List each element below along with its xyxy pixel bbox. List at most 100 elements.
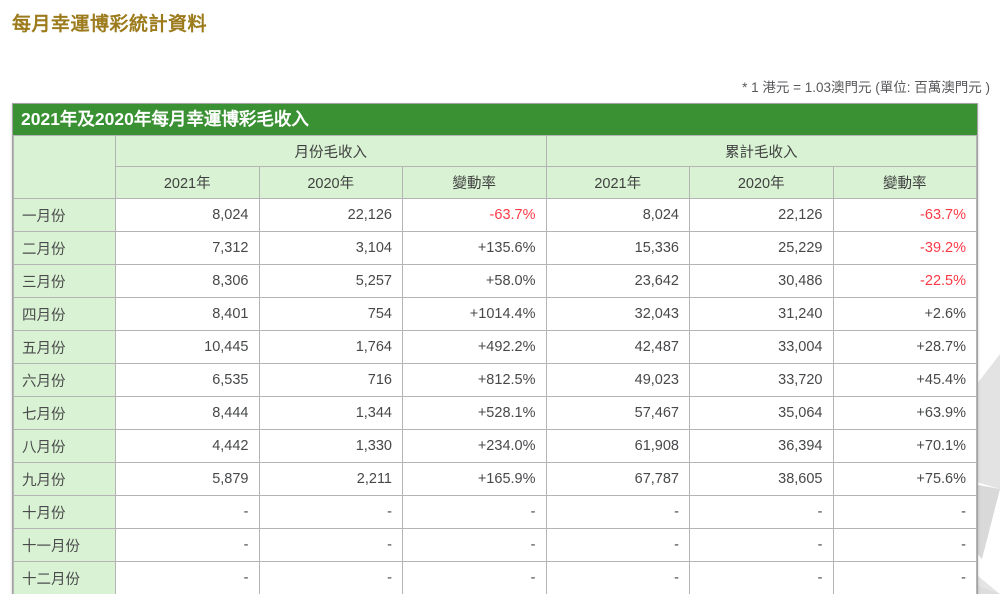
cumulative-change-value: - — [832, 495, 977, 529]
monthly-2020-value: - — [258, 561, 403, 594]
monthly-change-value: - — [402, 561, 547, 594]
table-row: 九月份 5,879 2,211 +165.9% 67,787 38,605 +75.6% — [13, 462, 977, 496]
monthly-2021-value: 10,445 — [115, 330, 260, 364]
table-row: 十二月份 - - - - - - — [13, 561, 977, 594]
month-label: 十月份 — [13, 495, 116, 529]
monthly-2020-value: - — [258, 528, 403, 562]
cumulative-change-value: -39.2% — [832, 231, 977, 265]
monthly-2021-value: 5,879 — [115, 462, 260, 496]
page-title: 每月幸運博彩統計資料 — [12, 14, 208, 35]
month-label: 八月份 — [13, 429, 116, 463]
cumulative-change-value: +28.7% — [832, 330, 977, 364]
exchange-rate-note: * 1 港元 = 1.03澳門元 (單位: 百萬澳門元 ) — [742, 80, 990, 95]
month-label: 六月份 — [13, 363, 116, 397]
month-label: 四月份 — [13, 297, 116, 331]
month-label: 十二月份 — [13, 561, 116, 594]
monthly-change-value: +135.6% — [402, 231, 547, 265]
cumulative-2020-value: 38,605 — [689, 462, 834, 496]
monthly-2021-value: 7,312 — [115, 231, 260, 265]
monthly-2020-value: 3,104 — [258, 231, 403, 265]
stats-table: 月份毛收入 累計毛收入 2021年 2020年 變動率 2021年 2020年 … — [13, 135, 977, 594]
monthly-change-value: +812.5% — [402, 363, 547, 397]
month-label: 十一月份 — [13, 528, 116, 562]
cumulative-2020-header: 2020年 — [689, 166, 834, 199]
cumulative-change-value: +63.9% — [832, 396, 977, 430]
cumulative-2021-value: 32,043 — [545, 297, 690, 331]
table-row: 一月份 8,024 22,126 -63.7% 8,024 22,126 -63.7% — [13, 198, 977, 232]
monthly-2020-value: 754 — [258, 297, 403, 331]
monthly-change-value: +1014.4% — [402, 297, 547, 331]
cumulative-2021-header: 2021年 — [545, 166, 690, 199]
cumulative-2021-value: 15,336 — [545, 231, 690, 265]
monthly-2020-value: 5,257 — [258, 264, 403, 298]
table-row: 十一月份 - - - - - - — [13, 528, 977, 562]
monthly-change-value: - — [402, 528, 547, 562]
monthly-change-value: +234.0% — [402, 429, 547, 463]
cumulative-change-value: +45.4% — [832, 363, 977, 397]
cumulative-change-value: -63.7% — [832, 198, 977, 232]
cumulative-2021-value: 23,642 — [545, 264, 690, 298]
table-row: 八月份 4,442 1,330 +234.0% 61,908 36,394 +70.1% — [13, 429, 977, 463]
month-label: 三月份 — [13, 264, 116, 298]
monthly-change-value: - — [402, 495, 547, 529]
cumulative-2020-value: - — [689, 495, 834, 529]
month-label: 五月份 — [13, 330, 116, 364]
cumulative-2020-value: 36,394 — [689, 429, 834, 463]
group-header-row: 月份毛收入 累計毛收入 — [13, 135, 977, 199]
cumulative-2020-value: 30,486 — [689, 264, 834, 298]
cumulative-change-value: +75.6% — [832, 462, 977, 496]
cumulative-2021-value: 42,487 — [545, 330, 690, 364]
monthly-2020-value: 1,330 — [258, 429, 403, 463]
monthly-2020-value: 716 — [258, 363, 403, 397]
monthly-2021-value: - — [115, 561, 260, 594]
monthly-2021-value: - — [115, 495, 260, 529]
monthly-2021-value: 8,401 — [115, 297, 260, 331]
cumulative-change-value: +70.1% — [832, 429, 977, 463]
month-label: 一月份 — [13, 198, 116, 232]
cumulative-2020-value: 35,064 — [689, 396, 834, 430]
cumulative-change-value: +2.6% — [832, 297, 977, 331]
monthly-2020-value: 22,126 — [258, 198, 403, 232]
group-header-monthly: 月份毛收入 — [115, 135, 547, 167]
stats-table-container: 2021年及2020年每月幸運博彩毛收入 月份毛收入 累計毛收入 2021年 2… — [12, 103, 978, 594]
cumulative-change-value: - — [832, 528, 977, 562]
cumulative-2020-value: 31,240 — [689, 297, 834, 331]
monthly-2021-value: 4,442 — [115, 429, 260, 463]
cumulative-2020-value: 22,126 — [689, 198, 834, 232]
table-row: 六月份 6,535 716 +812.5% 49,023 33,720 +45.4% — [13, 363, 977, 397]
sub-header-row: 2021年 2020年 變動率 2021年 2020年 變動率 — [14, 166, 977, 199]
cumulative-change-value: - — [832, 561, 977, 594]
table-body: 一月份 8,024 22,126 -63.7% 8,024 22,126 -63.7% 二月份… — [13, 198, 977, 594]
table-row: 二月份 7,312 3,104 +135.6% 15,336 25,229 -39.2% — [13, 231, 977, 265]
monthly-2020-value: 1,344 — [258, 396, 403, 430]
month-label: 七月份 — [13, 396, 116, 430]
cumulative-2020-value: 25,229 — [689, 231, 834, 265]
cumulative-2021-value: 49,023 — [545, 363, 690, 397]
monthly-2020-header: 2020年 — [258, 166, 403, 199]
table-caption: 2021年及2020年每月幸運博彩毛收入 — [13, 104, 977, 135]
group-header-cumulative: 累計毛收入 — [545, 135, 977, 167]
monthly-2021-value: 6,535 — [115, 363, 260, 397]
cumulative-2021-value: - — [545, 561, 690, 594]
table-row: 五月份 10,445 1,764 +492.2% 42,487 33,004 +28.7% — [13, 330, 977, 364]
table-row: 四月份 8,401 754 +1014.4% 32,043 31,240 +2.6% — [13, 297, 977, 331]
monthly-change-value: -63.7% — [402, 198, 547, 232]
cumulative-2021-value: 8,024 — [545, 198, 690, 232]
monthly-change-header: 變動率 — [402, 166, 547, 199]
table-row: 三月份 8,306 5,257 +58.0% 23,642 30,486 -22.5% — [13, 264, 977, 298]
month-column-header — [13, 135, 116, 199]
cumulative-2020-value: 33,004 — [689, 330, 834, 364]
cumulative-2021-value: - — [545, 495, 690, 529]
month-label: 二月份 — [13, 231, 116, 265]
monthly-change-value: +165.9% — [402, 462, 547, 496]
monthly-2021-value: 8,444 — [115, 396, 260, 430]
monthly-2021-header: 2021年 — [115, 166, 260, 199]
monthly-2020-value: 2,211 — [258, 462, 403, 496]
monthly-change-value: +58.0% — [402, 264, 547, 298]
cumulative-2020-value: 33,720 — [689, 363, 834, 397]
monthly-change-value: +492.2% — [402, 330, 547, 364]
monthly-change-value: +528.1% — [402, 396, 547, 430]
table-row: 七月份 8,444 1,344 +528.1% 57,467 35,064 +63.9% — [13, 396, 977, 430]
cumulative-2021-value: 57,467 — [545, 396, 690, 430]
month-label: 九月份 — [13, 462, 116, 496]
